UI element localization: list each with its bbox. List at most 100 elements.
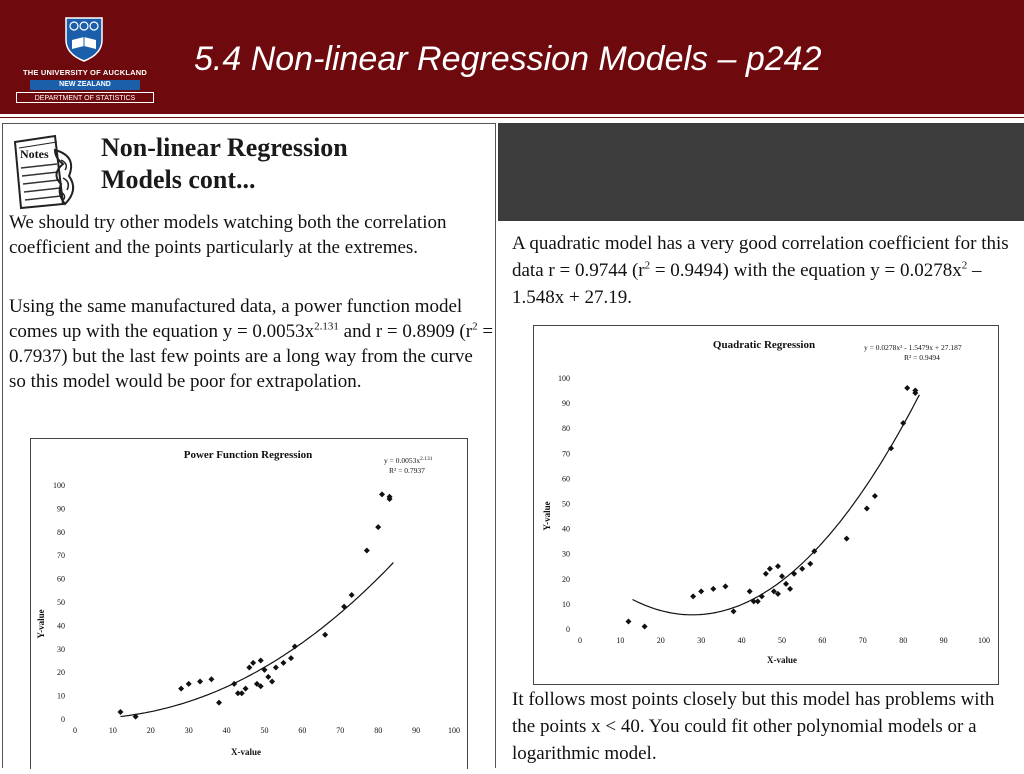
- data-point: [234, 690, 241, 697]
- data-point: [863, 505, 870, 512]
- x-tick-label: 60: [818, 636, 826, 645]
- x-tick-label: 20: [657, 636, 665, 645]
- data-point: [843, 535, 850, 542]
- y-tick-label: 20: [562, 575, 570, 584]
- x-tick-label: 70: [336, 726, 344, 735]
- data-point: [799, 565, 806, 572]
- data-point: [378, 491, 385, 498]
- university-logo: THE UNIVERSITY OF AUCKLAND NEW ZEALAND D…: [14, 14, 156, 106]
- y-tick-label: 10: [562, 600, 570, 609]
- notes-icon: Notes: [13, 134, 75, 210]
- right-paragraph-1-part-c: – 1.548x + 27.19.: [512, 260, 982, 308]
- data-point: [758, 593, 765, 600]
- x-tick-label: 90: [940, 636, 948, 645]
- y-tick-label: 10: [57, 692, 65, 701]
- data-point: [253, 680, 260, 687]
- data-point: [746, 588, 753, 595]
- data-point: [807, 560, 814, 567]
- left-heading-line1: Non-linear Regression: [101, 133, 348, 162]
- data-point: [265, 673, 272, 680]
- data-point: [730, 608, 737, 615]
- x-tick-label: 40: [738, 636, 746, 645]
- y-tick-label: 40: [562, 525, 570, 534]
- y-tick-label: 20: [57, 668, 65, 677]
- y-tick-label: 80: [57, 528, 65, 537]
- quad-chart-svg: Quadratic Regression y = 0.0278x² - 1.54…: [542, 339, 990, 665]
- data-point: [900, 420, 907, 427]
- x-tick-label: 0: [73, 726, 77, 735]
- data-point: [766, 565, 773, 572]
- y-axis-label: Y-value: [36, 609, 46, 638]
- data-point: [250, 659, 257, 666]
- data-point: [386, 493, 393, 500]
- data-point: [348, 591, 355, 598]
- quadratic-regression-chart: Quadratic Regression y = 0.0278x² - 1.54…: [533, 325, 999, 685]
- x-tick-label: 10: [109, 726, 117, 735]
- y-tick-label: 100: [558, 374, 570, 383]
- data-point: [272, 664, 279, 671]
- data-point: [779, 573, 785, 580]
- quad-plot-area: 0 10 20 30 40 50 60 70 80 90 100 0 10 20 30 40 50 60 70 80 9…: [558, 374, 990, 645]
- left-paragraph-1: We should try other models watching both…: [9, 212, 447, 258]
- data-point: [774, 563, 781, 570]
- x-tick-label: 60: [298, 726, 306, 735]
- data-point: [783, 580, 790, 587]
- data-point: [754, 598, 761, 605]
- x-tick-label: 40: [223, 726, 231, 735]
- header-divider: [0, 114, 1024, 117]
- y-tick-label: 50: [57, 598, 65, 607]
- data-point: [722, 583, 729, 590]
- data-point: [280, 659, 287, 666]
- chart-r-squared: R² = 0.9494: [904, 353, 940, 362]
- x-axis-label: X-value: [767, 655, 797, 665]
- data-point: [288, 655, 295, 662]
- chart-title: Power Function Regression: [184, 449, 313, 461]
- left-paragraph-2-part-c: = 0.7937) but the last few points are a …: [9, 321, 494, 392]
- y-tick-label: 30: [57, 645, 65, 654]
- data-point: [762, 570, 769, 577]
- power-exponent: 2.131: [314, 320, 339, 333]
- y-tick-label: 70: [57, 551, 65, 560]
- x-tick-label: 90: [412, 726, 420, 735]
- data-point: [257, 683, 264, 690]
- left-paragraph-2-part-a: Using the same manufactured data, a powe…: [9, 296, 463, 342]
- right-paragraph-1: A quadratic model has a very good correl…: [512, 230, 1017, 311]
- right-r-squared-exponent: 2: [644, 259, 651, 272]
- x-tick-label: 0: [578, 636, 582, 645]
- data-point: [787, 585, 794, 592]
- data-point: [322, 631, 329, 638]
- y-tick-label: 70: [562, 449, 570, 458]
- data-point: [257, 657, 264, 664]
- data-point: [197, 678, 204, 685]
- department-name: DEPARTMENT OF STATISTICS: [16, 92, 154, 103]
- chart-equation: y = 0.0278x² - 1.5479x + 27.187: [864, 343, 962, 352]
- data-point: [291, 643, 298, 650]
- university-name: THE UNIVERSITY OF AUCKLAND: [23, 68, 147, 77]
- data-point: [261, 666, 268, 673]
- notes-label: Notes: [20, 147, 49, 161]
- x-tick-label: 50: [261, 726, 269, 735]
- x-tick-label: 50: [778, 636, 786, 645]
- university-country: NEW ZEALAND: [30, 80, 140, 90]
- slide-header: THE UNIVERSITY OF AUCKLAND NEW ZEALAND D…: [0, 0, 1024, 118]
- x-tick-label: 30: [697, 636, 705, 645]
- y-tick-label: 100: [53, 481, 65, 490]
- data-point: [774, 590, 781, 597]
- data-point: [178, 685, 185, 692]
- data-point: [641, 623, 648, 630]
- left-paragraph-2: Using the same manufactured data, a powe…: [9, 294, 494, 394]
- data-point: [888, 445, 895, 452]
- data-point: [912, 387, 919, 394]
- x-tick-label: 80: [899, 636, 907, 645]
- data-point: [791, 570, 798, 577]
- x-tick-label: 80: [374, 726, 382, 735]
- data-point: [246, 664, 253, 671]
- data-point: [242, 685, 249, 692]
- trend-line: [632, 394, 920, 616]
- data-point: [811, 548, 818, 555]
- y-tick-label: 40: [57, 621, 65, 630]
- left-heading: Non-linear Regression Models cont...: [101, 132, 348, 196]
- data-point: [238, 690, 245, 697]
- right-paragraph-1-part-a: A quadratic model has a very good correl…: [512, 233, 1009, 281]
- y-tick-label: 90: [57, 504, 65, 513]
